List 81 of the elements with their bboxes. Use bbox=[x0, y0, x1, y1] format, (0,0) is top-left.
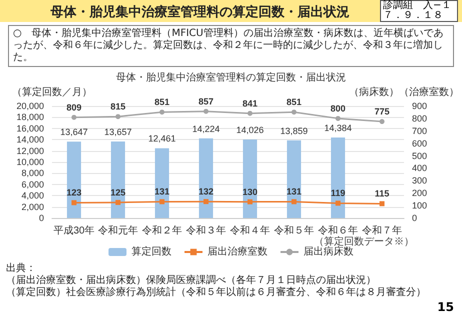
y-tick-label: 16,000 bbox=[16, 123, 44, 134]
legend-label: 届出治療室数 bbox=[208, 246, 268, 258]
data-label: 132 bbox=[198, 186, 214, 197]
text: （届出治療室数・届出病床数）保険局医療課調べ（各年７月１日時点の届出状況） bbox=[6, 275, 377, 286]
data-label: 131 bbox=[286, 186, 302, 197]
point bbox=[248, 199, 252, 204]
data-label: 130 bbox=[242, 186, 258, 197]
y-tick-label: 2,000 bbox=[21, 202, 44, 212]
data-label: 131 bbox=[154, 186, 170, 197]
point bbox=[336, 116, 340, 121]
point bbox=[204, 108, 208, 114]
y2-tick-label: 500 bbox=[412, 150, 428, 161]
source-note: 出典： bbox=[6, 263, 37, 274]
data-label: 815 bbox=[110, 102, 126, 112]
data-label: 13,859 bbox=[280, 126, 308, 136]
y-tick-label: 8,000 bbox=[21, 168, 44, 178]
text: 15 bbox=[437, 300, 454, 314]
y2-tick-label: 200 bbox=[412, 188, 428, 198]
x-tick-label: 令和元年 bbox=[98, 224, 138, 236]
data-label: 841 bbox=[242, 98, 258, 108]
point bbox=[336, 200, 340, 206]
y-tick-label: 18,000 bbox=[16, 112, 44, 122]
y-axis-title: （算定回数／月） bbox=[12, 86, 92, 98]
y2-tick-label: 600 bbox=[412, 138, 428, 148]
x-tick-label: 令和３年 bbox=[186, 224, 226, 236]
y2-tick-label: 400 bbox=[412, 163, 428, 174]
point bbox=[292, 110, 296, 115]
chart-title: 母体・胎児集中治療室管理料の算定回数・届出状況 bbox=[116, 72, 346, 84]
x-tick-label: 令和７年 bbox=[362, 224, 402, 236]
x-tick-label: 令和２年 bbox=[142, 224, 182, 236]
data-label: 123 bbox=[66, 188, 82, 198]
y-tick-label: 6,000 bbox=[21, 179, 44, 190]
data-label: 13,647 bbox=[60, 127, 88, 138]
data-label: 119 bbox=[330, 188, 346, 198]
data-label: 857 bbox=[198, 96, 214, 106]
legend-label: 届出病床数 bbox=[304, 246, 354, 258]
x-tick-label: 令和５年 bbox=[274, 224, 314, 236]
y-tick-label: 10,000 bbox=[16, 157, 44, 167]
y2-tick-label: 900 bbox=[412, 101, 428, 111]
data-label: 14,384 bbox=[324, 122, 352, 133]
y-tick-label: 20,000 bbox=[16, 101, 44, 111]
point bbox=[292, 199, 296, 204]
data-label: 12,461 bbox=[148, 134, 176, 144]
point bbox=[72, 200, 76, 206]
y2-tick-label: 0 bbox=[412, 213, 418, 223]
data-label: 851 bbox=[286, 97, 302, 108]
data-label: 14,224 bbox=[192, 124, 220, 134]
text: （算定回数）社会医療診療行為別統計（令和５年以前は６月審査分、令和６年は８月審査分） bbox=[6, 287, 426, 299]
x-tick-label: 令和６年 bbox=[318, 224, 358, 236]
data-label: 809 bbox=[66, 102, 82, 112]
point bbox=[160, 110, 164, 115]
text: ○ 母体・胎児集中治療室管理料（MFICU管理料）の届出治療室数・病床数は、近年横ばいであったが、令和６年に減少した。算定回数は、令和２年に一時的に減少したが、令和３年に増加した。 bbox=[8, 25, 454, 67]
data-label: 800 bbox=[330, 103, 346, 114]
y-tick-label: 4,000 bbox=[21, 190, 44, 201]
data-label: 775 bbox=[374, 106, 390, 117]
point bbox=[380, 201, 384, 206]
y2-tick-label: 800 bbox=[412, 113, 428, 124]
text: （算定回数データ※） bbox=[314, 236, 414, 248]
data-label: 125 bbox=[110, 187, 126, 198]
point bbox=[116, 114, 120, 120]
point bbox=[248, 110, 252, 116]
data-label: 14,026 bbox=[236, 124, 264, 135]
point bbox=[160, 199, 164, 204]
y-tick-label: 14,000 bbox=[16, 134, 44, 145]
point bbox=[116, 200, 120, 205]
legend-label: 算定回数 bbox=[132, 246, 172, 258]
y2-tick-label: 700 bbox=[412, 126, 428, 136]
data-label: 13,657 bbox=[104, 127, 132, 138]
point bbox=[204, 199, 208, 204]
point bbox=[380, 119, 384, 124]
point bbox=[72, 114, 76, 120]
y-tick-label: 12,000 bbox=[16, 146, 44, 156]
x-tick-label: 令和４年 bbox=[230, 224, 270, 236]
data-label: 851 bbox=[154, 97, 170, 108]
x-tick-label: 平成30年 bbox=[53, 224, 95, 236]
text: 母体・胎児集中治療室管理料の算定回数・届出状況 bbox=[50, 5, 350, 20]
y2-axis-title: （病床数）（治療室数） bbox=[349, 86, 459, 98]
data-label: 115 bbox=[374, 188, 390, 199]
y2-tick-label: 300 bbox=[412, 176, 428, 186]
y2-tick-label: 100 bbox=[412, 200, 428, 211]
y-tick-label: 0 bbox=[38, 213, 44, 223]
